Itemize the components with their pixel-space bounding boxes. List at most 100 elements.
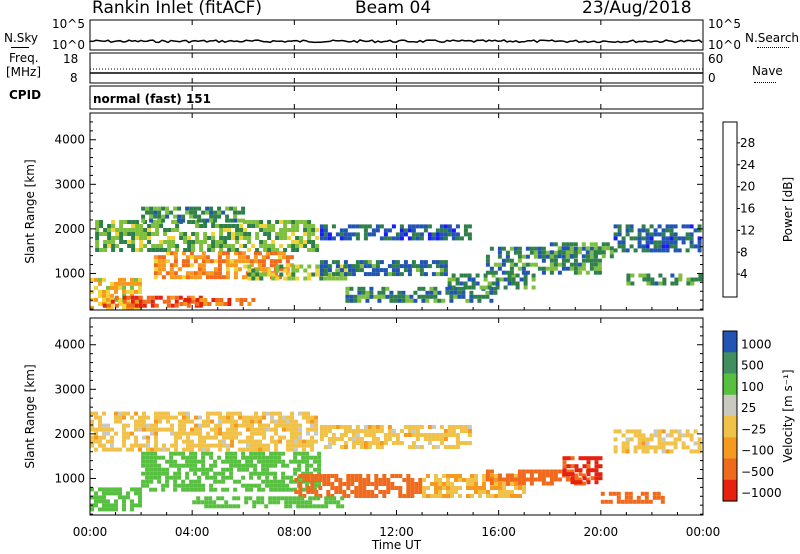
velocity-cell [272, 496, 277, 501]
power-cell [291, 268, 296, 273]
power-cell [345, 286, 350, 291]
velocity-cell [286, 443, 290, 448]
power-cell [463, 228, 468, 233]
velocity-cell [149, 467, 154, 472]
power-cell [411, 236, 416, 241]
velocity-cell [272, 500, 277, 505]
freq-label: Freq. [9, 51, 39, 65]
velocity-ytick-label: 4000 [54, 338, 85, 352]
velocity-colorbar-tick-label: 1000 [741, 337, 772, 351]
power-cell [307, 220, 312, 224]
velocity-cell [578, 472, 583, 477]
power-cell [429, 286, 434, 291]
velocity-cell [182, 427, 186, 432]
velocity-cell [298, 443, 302, 448]
power-cell [145, 206, 150, 211]
velocity-cell [300, 496, 305, 501]
velocity-cell [130, 507, 134, 512]
velocity-cell [351, 429, 356, 433]
velocity-cell [256, 496, 261, 501]
velocity-cell [625, 437, 630, 442]
velocity-cell [447, 429, 452, 433]
power-cell [413, 290, 418, 295]
velocity-cell [222, 435, 226, 440]
power-cell [419, 268, 424, 273]
velocity-cell [226, 427, 230, 432]
power-cell [471, 281, 476, 286]
velocity-cell [455, 441, 460, 445]
power-cell [165, 271, 170, 276]
power-cell [553, 258, 558, 263]
velocity-cell [644, 491, 649, 496]
power-cell [167, 244, 172, 248]
velocity-cell [326, 478, 331, 482]
velocity-cell [241, 475, 246, 480]
velocity-cell [310, 486, 315, 490]
velocity-cell [250, 419, 254, 424]
velocity-cell [134, 491, 138, 496]
power-echo-region [613, 224, 702, 253]
velocity-cell [355, 429, 360, 433]
velocity-cell [649, 433, 654, 438]
velocity-cell [242, 423, 246, 428]
power-cell [401, 298, 406, 303]
velocity-cell [178, 427, 182, 432]
power-cell [427, 236, 432, 241]
velocity-cell [407, 429, 412, 433]
velocity-cell [225, 487, 230, 492]
velocity-cell [533, 469, 538, 474]
power-cell [513, 246, 518, 251]
velocity-cell [98, 423, 102, 428]
power-cell [165, 206, 170, 211]
velocity-cell [494, 494, 498, 498]
power-cell [645, 244, 650, 249]
power-cell [453, 290, 458, 295]
velocity-cell [637, 445, 642, 450]
velocity-cell [269, 479, 274, 484]
power-cell [561, 258, 566, 263]
velocity-cell [598, 472, 603, 477]
velocity-cell [149, 459, 154, 464]
power-cell [423, 260, 428, 265]
velocity-cell [505, 481, 510, 486]
power-cell [429, 290, 434, 295]
power-cell [186, 295, 191, 300]
velocity-cell [434, 478, 438, 482]
velocity-cell [110, 427, 114, 432]
velocity-cell [281, 475, 286, 480]
power-cell [157, 214, 162, 219]
power-cell [287, 228, 292, 232]
power-cell [319, 276, 324, 281]
velocity-cell [398, 490, 403, 494]
power-cell [662, 281, 667, 286]
power-cell [569, 254, 574, 259]
power-cell [261, 267, 266, 272]
power-cell [473, 294, 478, 299]
velocity-cell [317, 459, 322, 464]
velocity-cell [455, 445, 460, 449]
velocity-cell [196, 496, 201, 501]
velocity-cell [94, 415, 98, 420]
power-cell [95, 224, 100, 228]
velocity-cell [697, 449, 702, 454]
velocity-cell [277, 487, 282, 492]
power-cell [377, 298, 382, 303]
velocity-cell [414, 490, 419, 494]
velocity-cell [645, 437, 650, 442]
velocity-cell [562, 468, 567, 473]
velocity-cell [165, 459, 170, 464]
velocity-cell [286, 427, 290, 432]
velocity-cell [294, 478, 299, 482]
power-cell [501, 262, 506, 267]
velocity-cell [375, 445, 380, 449]
velocity-cell [641, 449, 646, 454]
power-cell [177, 214, 182, 219]
power-cell [479, 285, 484, 290]
velocity-cell [90, 411, 94, 416]
power-cell [355, 232, 360, 237]
power-echo-region [319, 224, 472, 241]
power-cell [247, 224, 252, 228]
velocity-cell [238, 447, 242, 452]
velocity-cell [94, 447, 98, 452]
velocity-cell [427, 437, 432, 441]
